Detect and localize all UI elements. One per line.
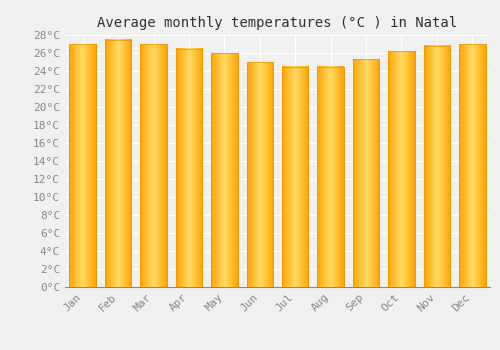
Bar	[105, 40, 132, 287]
Bar	[176, 49, 202, 287]
Bar	[424, 46, 450, 287]
Bar	[140, 44, 167, 287]
Bar	[211, 53, 238, 287]
Bar	[318, 66, 344, 287]
Bar	[246, 62, 273, 287]
Bar	[282, 66, 308, 287]
Bar	[388, 51, 414, 287]
Title: Average monthly temperatures (°C ) in Natal: Average monthly temperatures (°C ) in Na…	[98, 16, 458, 30]
Bar	[70, 44, 96, 287]
Bar	[353, 59, 380, 287]
Bar	[459, 44, 485, 287]
